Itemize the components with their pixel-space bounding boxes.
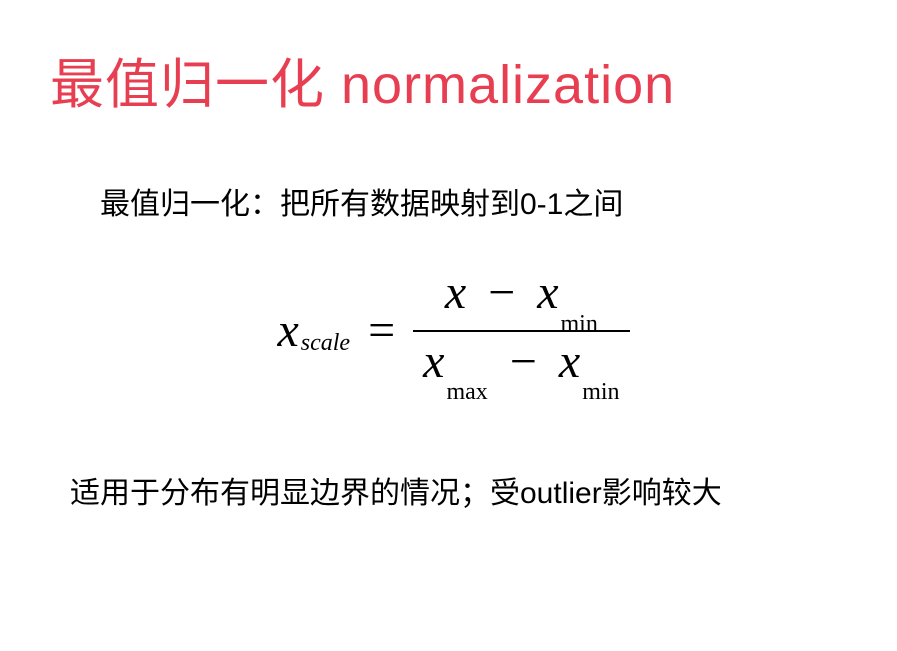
- normalization-formula: xscale = x − xmin xmax − xmin: [277, 263, 629, 398]
- lhs-subscript: scale: [301, 331, 350, 355]
- formula-container: xscale = x − xmin xmax − xmin: [50, 263, 857, 398]
- num-var2: x: [537, 266, 558, 319]
- footnote-text: 适用于分布有明显边界的情况；受outlier影响较大: [70, 468, 857, 512]
- den-sub1: max: [446, 379, 487, 405]
- lhs-variable: x: [277, 307, 298, 355]
- den-var1: x: [423, 335, 444, 388]
- num-var1: x: [445, 266, 466, 319]
- den-minus: −: [510, 335, 537, 388]
- den-sub2: min: [582, 379, 619, 405]
- denominator: xmax − xmin: [413, 332, 629, 399]
- fraction: x − xmin xmax − xmin: [413, 263, 629, 398]
- numerator: x − xmin: [435, 263, 608, 330]
- page-title: 最值归一化 normalization: [50, 40, 857, 119]
- equals-sign: =: [368, 307, 395, 355]
- slide: 最值归一化 normalization 最值归一化：把所有数据映射到0-1之间 …: [0, 0, 897, 651]
- description-text: 最值归一化：把所有数据映射到0-1之间: [100, 179, 857, 223]
- den-var2: x: [559, 335, 580, 388]
- num-minus: −: [488, 266, 515, 319]
- num-sub2: min: [561, 311, 598, 337]
